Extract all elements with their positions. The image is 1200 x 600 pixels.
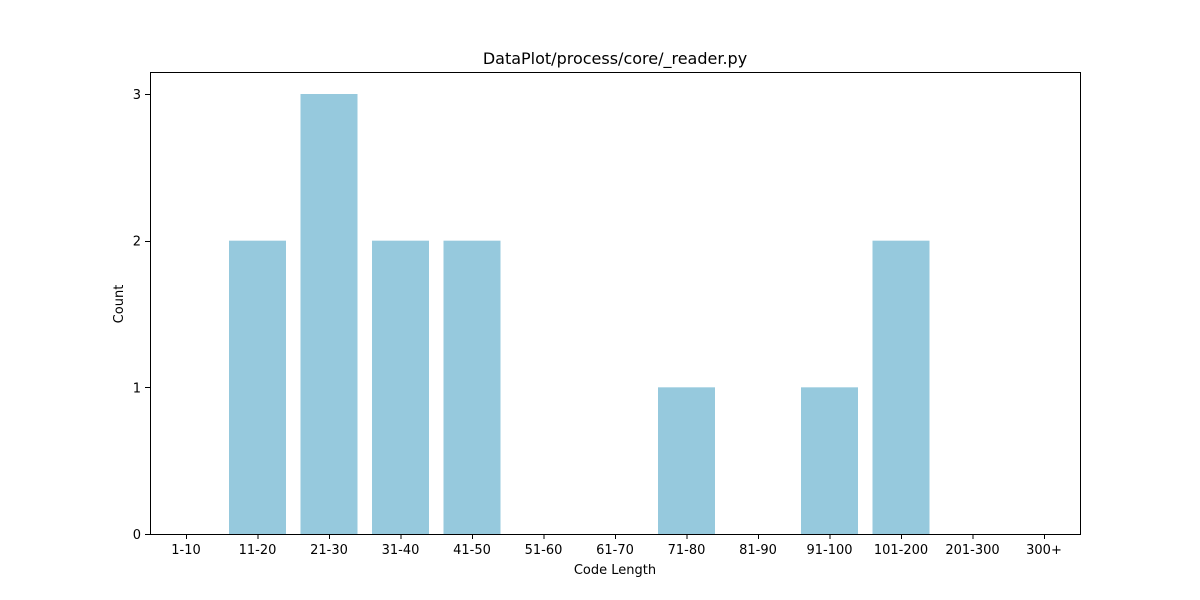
bar-11-20 [229, 240, 286, 535]
x-tick-label: 300+ [1026, 543, 1062, 558]
plot-frame [150, 72, 1081, 535]
bars-layer [229, 94, 930, 535]
x-tick-label: 71-80 [668, 543, 706, 558]
y-tick-label: 2 [133, 235, 141, 250]
x-tick-label: 51-60 [525, 543, 563, 558]
x-axis-label: Code Length [574, 563, 656, 578]
y-tick-label: 0 [133, 528, 141, 543]
y-tick-label: 1 [133, 381, 141, 396]
x-tick-label: 21-30 [310, 543, 348, 558]
bar-101-200 [872, 240, 930, 535]
bar-31-40 [372, 240, 429, 535]
x-tick-label: 1-10 [171, 543, 201, 558]
x-tick-label: 101-200 [874, 543, 928, 558]
x-axis-ticks: 1-10 11-20 21-30 31-40 41-50 51-60 61-70 71-80 8… [171, 534, 1062, 558]
bar-41-50 [443, 240, 501, 535]
x-tick-label: 41-50 [453, 543, 491, 558]
x-tick-label: 81-90 [739, 543, 777, 558]
y-tick-label: 3 [133, 88, 141, 103]
chart-title: DataPlot/process/core/_reader.py [483, 49, 747, 69]
x-tick-label: 61-70 [596, 543, 634, 558]
x-tick-label: 11-20 [239, 543, 277, 558]
bar-21-30 [300, 94, 358, 534]
bar-71-80 [658, 387, 715, 534]
x-tick-label: 91-100 [806, 543, 852, 558]
x-tick-label: 31-40 [382, 543, 420, 558]
y-axis-label: Count [112, 285, 127, 324]
x-tick-label: 201-300 [945, 543, 999, 558]
y-axis-ticks: 0 1 2 3 [133, 88, 150, 543]
bar-91-100 [801, 387, 858, 534]
